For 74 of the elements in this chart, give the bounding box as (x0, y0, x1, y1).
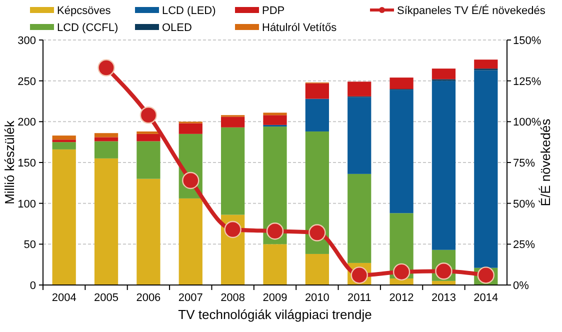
y-tick-label: 150 (18, 158, 36, 170)
bar (94, 158, 118, 285)
legend-label: Képcsöves (57, 5, 112, 17)
legend-label: PDP (262, 5, 285, 17)
bar (390, 78, 414, 89)
bar (263, 244, 287, 285)
point (224, 220, 242, 238)
y2-tick-label: 50% (513, 198, 536, 210)
y2-tick-label: 0% (513, 280, 530, 292)
bar (348, 82, 372, 96)
bar (178, 123, 202, 134)
bar (94, 137, 118, 142)
y2-tick-label: 150% (513, 35, 542, 47)
bar (263, 115, 287, 125)
x-tick-label: 2007 (178, 292, 203, 304)
bar (390, 90, 414, 214)
y-axis-title: Millió készülék (2, 120, 17, 204)
x-tick-label: 2009 (262, 292, 288, 304)
point (308, 224, 326, 242)
bar (52, 142, 76, 150)
bar (136, 134, 160, 142)
bar (136, 178, 160, 285)
bar (432, 80, 456, 250)
point (477, 266, 495, 284)
bar (305, 98, 329, 132)
bar (305, 254, 329, 285)
x-tick-label: 2008 (220, 292, 246, 304)
legend-label: Síkpaneles TV É/É növekedés (397, 4, 546, 17)
bar (474, 60, 498, 69)
bar (178, 198, 202, 285)
x-tick-label: 2006 (136, 292, 161, 304)
x-tick-label: 2010 (304, 292, 330, 304)
point (98, 59, 115, 76)
bar (94, 141, 118, 158)
bar (221, 116, 245, 128)
x-tick-label: 2013 (431, 292, 456, 304)
bar (432, 68, 456, 80)
point (140, 106, 158, 124)
bar (263, 126, 287, 244)
x-tick-label: 2011 (348, 292, 372, 304)
point (266, 222, 284, 240)
y-tick-label: 0 (30, 280, 36, 292)
y2-tick-label: 25% (513, 239, 536, 252)
point (182, 172, 200, 190)
y-tick-label: 200 (18, 116, 36, 129)
bar (94, 133, 118, 138)
x-tick-label: 2005 (94, 292, 119, 304)
bar (136, 141, 160, 179)
x-tick-label: 2012 (389, 292, 414, 304)
legend-label: LCD (CCFL) (57, 22, 118, 34)
legend-label: OLED (162, 22, 192, 34)
bar (52, 136, 76, 140)
y2-tick-label: 75% (513, 158, 536, 170)
x-tick-label: 2004 (52, 292, 76, 304)
bar (305, 83, 329, 99)
bar (305, 131, 329, 254)
bar (52, 140, 76, 142)
y-tick-label: 300 (18, 35, 36, 47)
bar (348, 174, 372, 263)
y2-tick-label: 125% (513, 76, 542, 88)
y-tick-label: 250 (18, 76, 36, 88)
bar (221, 127, 245, 215)
bar (52, 149, 76, 285)
y-tick-label: 100 (18, 198, 36, 210)
y-tick-label: 50 (24, 239, 36, 252)
bar (348, 97, 372, 174)
legend-label: LCD (LED) (162, 5, 216, 17)
bar (474, 70, 498, 268)
x-axis-title: TV technológiák világpiaci trendje (178, 307, 372, 322)
y2-tick-label: 100% (513, 116, 542, 129)
x-tick-label: 2014 (474, 292, 498, 304)
point (392, 263, 410, 281)
bar (263, 112, 287, 116)
legend-label: Hátulról Vetítős (262, 22, 338, 34)
